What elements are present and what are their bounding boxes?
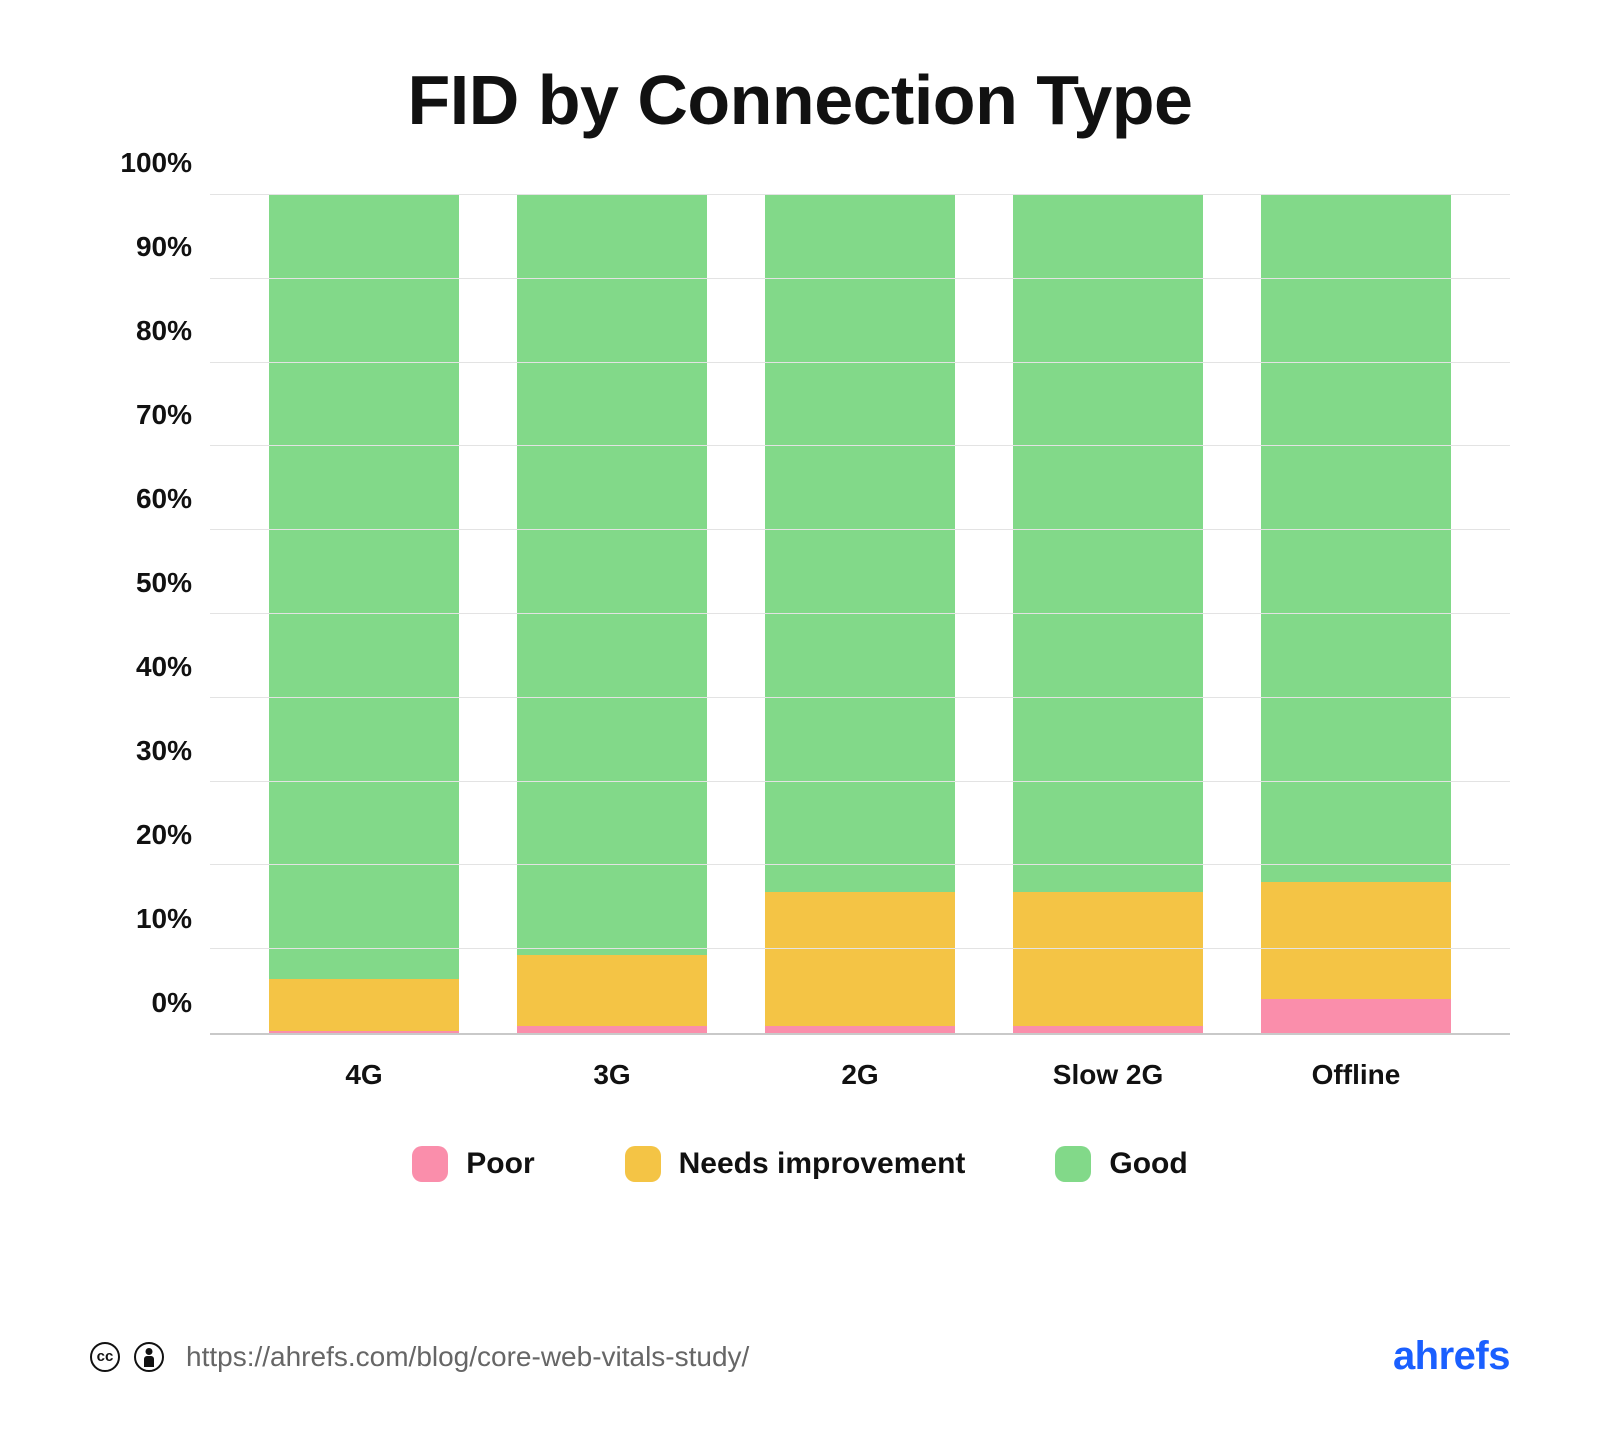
gridline — [210, 529, 1510, 530]
x-tick-label: 3G — [517, 1059, 707, 1091]
y-tick-label: 90% — [92, 231, 192, 263]
bar-segment-needs-improvement — [765, 892, 955, 1026]
x-tick-label: 4G — [269, 1059, 459, 1091]
legend-item: Needs improvement — [625, 1146, 966, 1182]
y-tick-label: 40% — [92, 651, 192, 683]
bar-segment-needs-improvement — [1013, 892, 1203, 1026]
gridline — [210, 362, 1510, 363]
legend-label: Poor — [466, 1147, 534, 1181]
bar-segment-needs-improvement — [269, 979, 459, 1031]
footer: cc https://ahrefs.com/blog/core-web-vita… — [90, 1334, 1510, 1379]
legend-item: Poor — [412, 1146, 534, 1182]
y-tick-label: 30% — [92, 735, 192, 767]
plot-area — [210, 195, 1510, 1035]
y-tick-label: 70% — [92, 399, 192, 431]
bar-segment-poor — [1261, 999, 1451, 1033]
legend-swatch — [625, 1146, 661, 1182]
gridline — [210, 781, 1510, 782]
x-tick-label: Slow 2G — [1013, 1059, 1203, 1091]
legend-label: Good — [1109, 1147, 1187, 1181]
gridline — [210, 697, 1510, 698]
attribution-icon — [134, 1342, 164, 1372]
legend-swatch — [1055, 1146, 1091, 1182]
plot-row: 0%10%20%30%40%50%60%70%80%90%100% — [90, 195, 1510, 1035]
bar-segment-poor — [1013, 1026, 1203, 1033]
footer-attribution: cc https://ahrefs.com/blog/core-web-vita… — [90, 1341, 749, 1373]
brand-logo: ahrefs — [1393, 1334, 1510, 1379]
gridline — [210, 948, 1510, 949]
bar-segment-good — [517, 195, 707, 955]
gridline — [210, 445, 1510, 446]
bar-column — [517, 195, 707, 1033]
gridline — [210, 613, 1510, 614]
bar-column — [1013, 195, 1203, 1033]
x-tick-label: Offline — [1261, 1059, 1451, 1091]
bar-column — [269, 195, 459, 1033]
bars-group — [210, 195, 1510, 1033]
bar-column — [765, 195, 955, 1033]
bar-segment-good — [1013, 195, 1203, 892]
x-tick-label: 2G — [765, 1059, 955, 1091]
bar-segment-good — [269, 195, 459, 979]
chart-body: 0%10%20%30%40%50%60%70%80%90%100% 4G3G2G… — [90, 195, 1510, 1264]
gridline — [210, 864, 1510, 865]
chart-container: FID by Connection Type 0% 10% 20% 30% 40% 50%… — [0, 0, 1600, 1429]
bar-segment-good — [765, 195, 955, 892]
y-tick-label: 100% — [92, 147, 192, 179]
bar-segment-needs-improvement — [1261, 882, 1451, 999]
bar-segment-poor — [269, 1031, 459, 1034]
chart-title: FID by Connection Type — [90, 60, 1510, 140]
y-axis: 0%10%20%30%40%50%60%70%80%90%100% — [90, 195, 210, 1035]
legend: Poor Needs improvement Good — [90, 1146, 1510, 1182]
cc-icon: cc — [90, 1342, 120, 1372]
y-tick-label: 10% — [92, 903, 192, 935]
legend-label: Needs improvement — [679, 1147, 966, 1181]
bar-segment-needs-improvement — [517, 955, 707, 1026]
legend-item: Good — [1055, 1146, 1187, 1182]
gridline — [210, 194, 1510, 195]
x-axis: 4G 3G 2G Slow 2G Offline — [210, 1035, 1510, 1091]
bar-segment-poor — [765, 1026, 955, 1033]
bar-segment-poor — [517, 1026, 707, 1033]
y-tick-label: 60% — [92, 483, 192, 515]
y-tick-label: 20% — [92, 819, 192, 851]
source-url: https://ahrefs.com/blog/core-web-vitals-… — [186, 1341, 749, 1373]
gridline — [210, 278, 1510, 279]
legend-swatch — [412, 1146, 448, 1182]
y-tick-label: 0% — [92, 987, 192, 1019]
bar-segment-good — [1261, 195, 1451, 882]
y-tick-label: 80% — [92, 315, 192, 347]
y-tick-label: 50% — [92, 567, 192, 599]
bar-column — [1261, 195, 1451, 1033]
